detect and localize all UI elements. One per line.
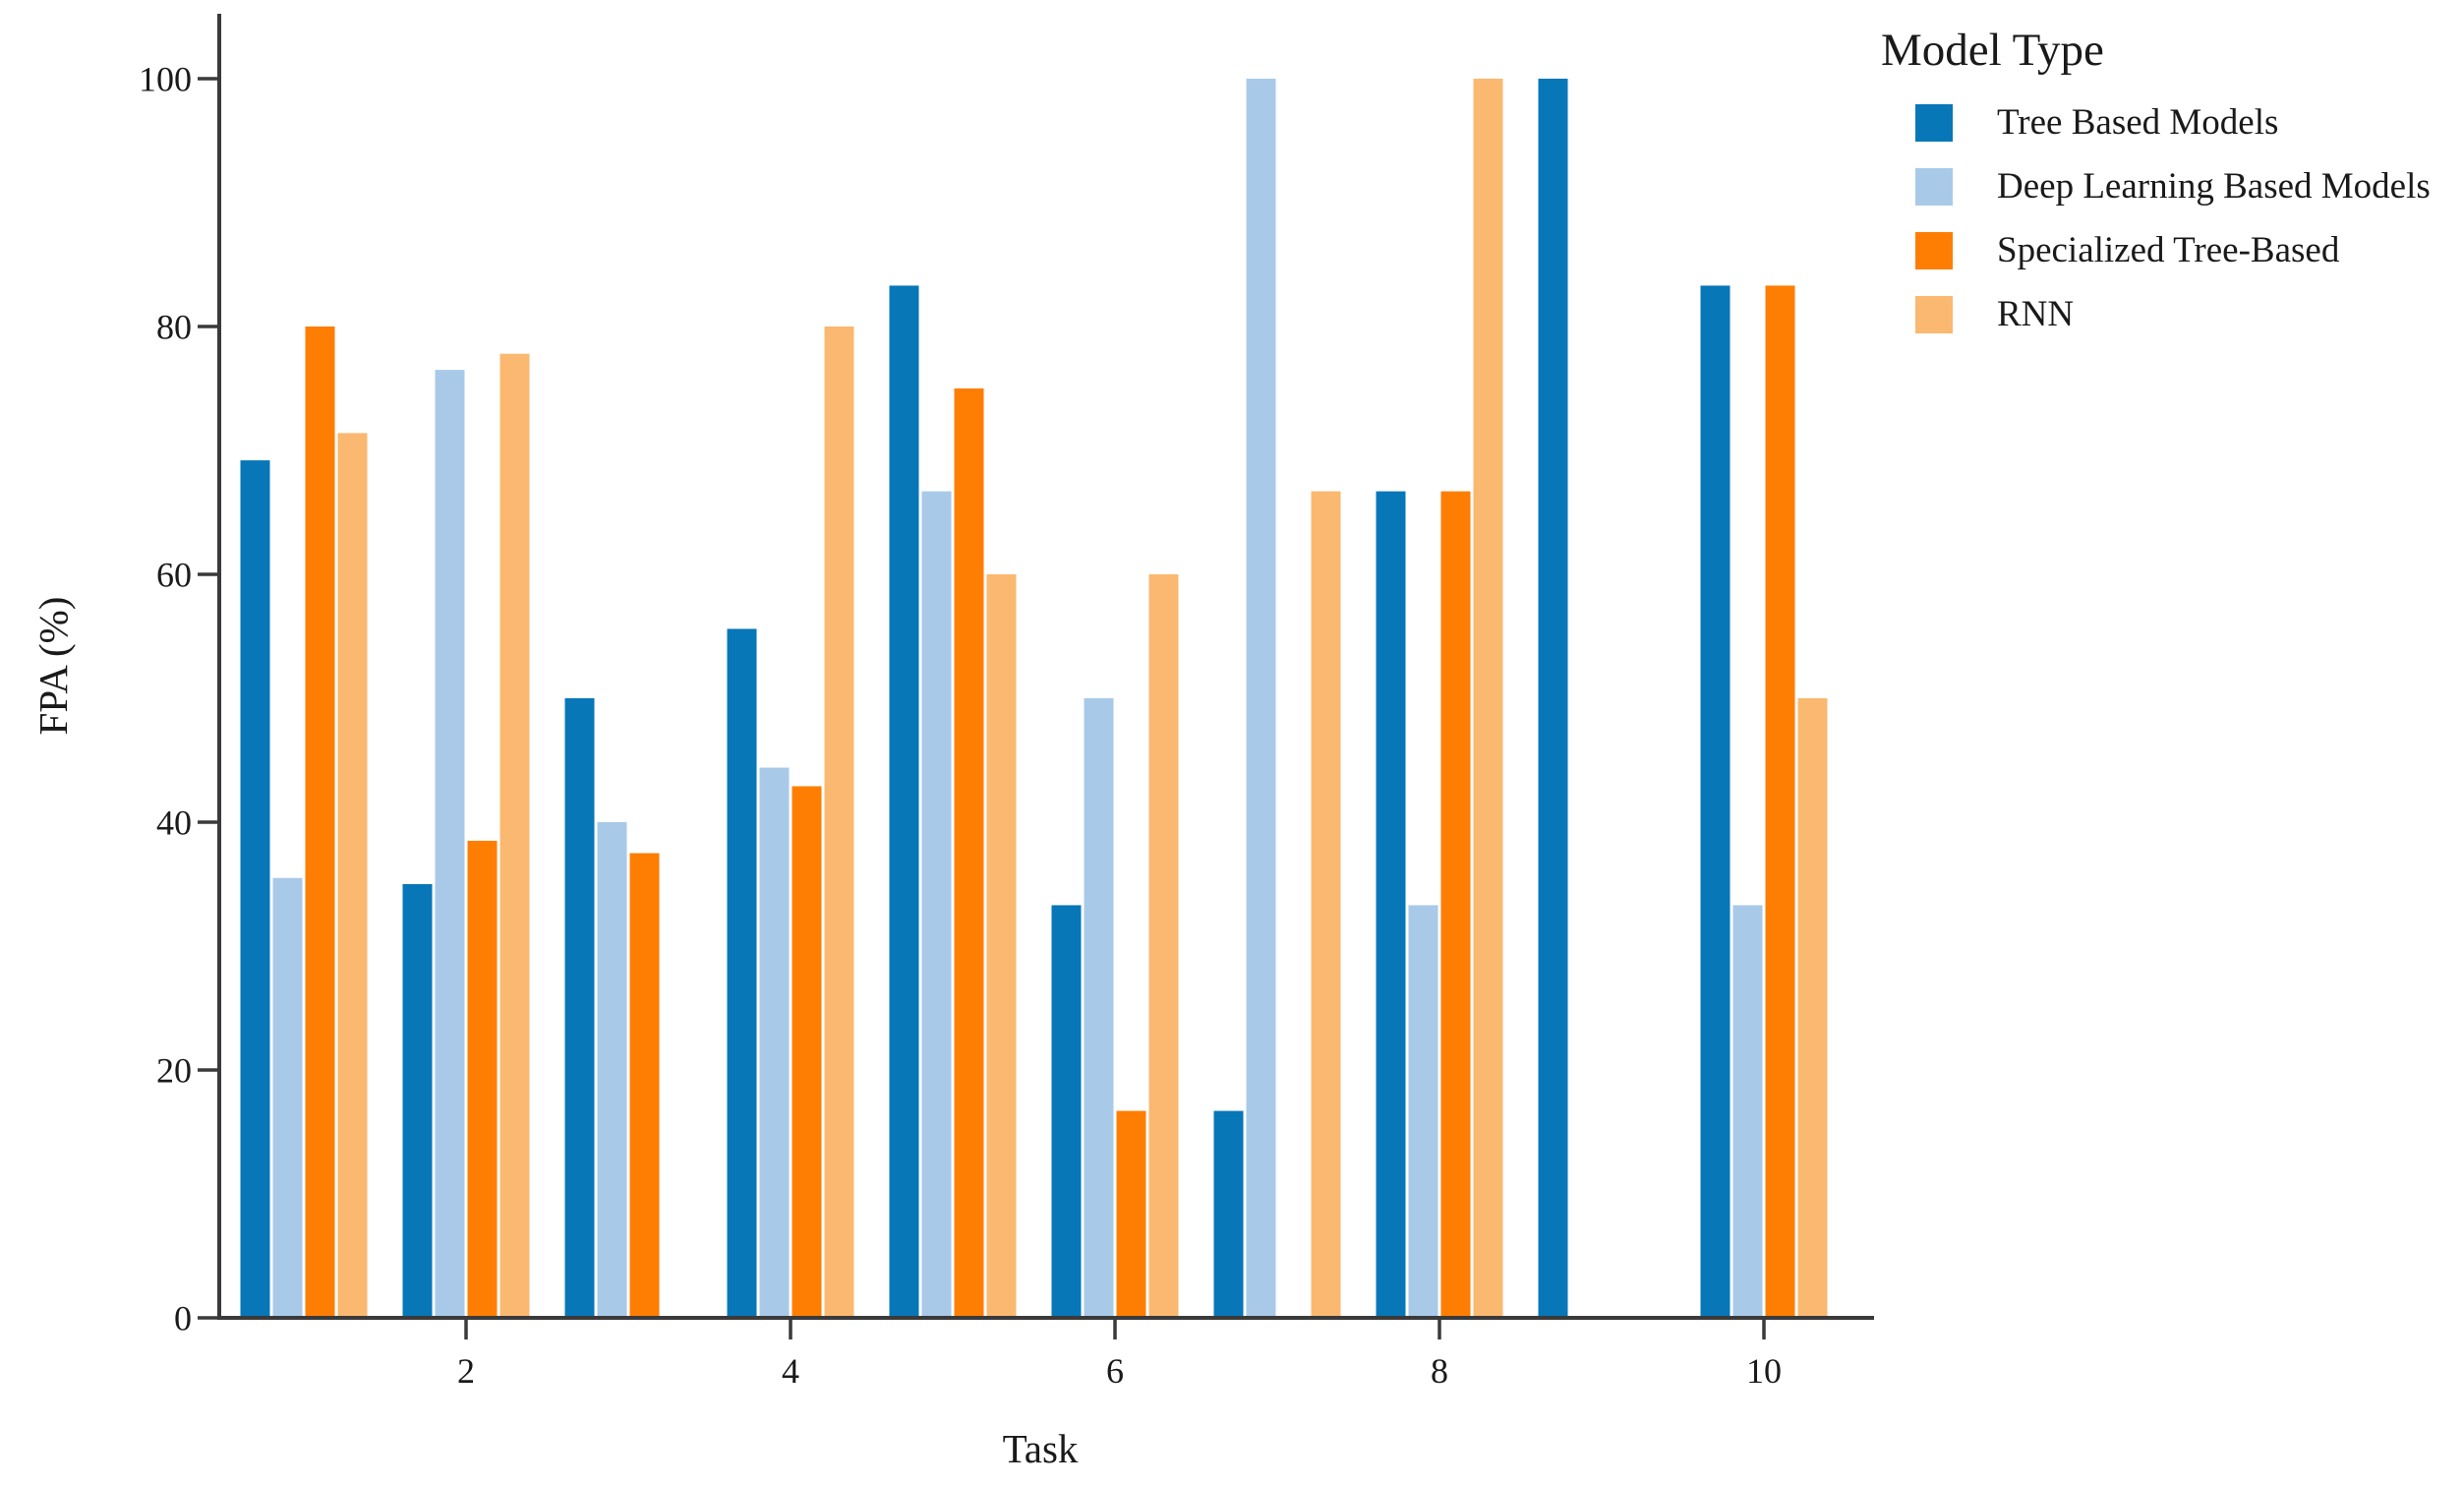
legend-row: Tree Based Models	[1915, 102, 2432, 144]
bar-task8-series1	[1376, 491, 1406, 1319]
bar-task8-series2	[1408, 905, 1438, 1318]
bar-task1-series3	[305, 327, 335, 1318]
bars-layer	[240, 79, 1828, 1319]
legend-title: Model Type	[1881, 25, 2104, 76]
bar-task7-series4	[1311, 491, 1341, 1319]
bar-task4-series3	[792, 786, 822, 1318]
bar-task3-series3	[629, 853, 660, 1318]
x-tick-label: 8	[1431, 1351, 1448, 1391]
y-tick-label: 40	[156, 803, 192, 843]
y-tick-label: 80	[156, 308, 192, 347]
bar-task2-series1	[402, 884, 433, 1318]
bar-task8-series4	[1473, 79, 1503, 1318]
bar-task1-series1	[240, 460, 270, 1319]
legend-items: Tree Based Models Deep Learning Based Mod…	[1881, 102, 2432, 335]
x-axis-ticks: 2 4 6 8 10	[457, 1318, 1782, 1391]
bar-task5-series2	[921, 491, 952, 1319]
legend-label: RNN	[1997, 294, 2075, 335]
x-tick-label: 10	[1746, 1351, 1782, 1391]
bar-task4-series1	[727, 628, 757, 1318]
x-tick-label: 2	[457, 1351, 475, 1391]
bar-task10-series1	[1700, 285, 1731, 1318]
y-tick-label: 100	[139, 60, 192, 99]
y-tick-label: 60	[156, 556, 192, 595]
bar-task8-series3	[1440, 491, 1471, 1319]
legend-row: RNN	[1915, 294, 2432, 335]
legend-label: Specialized Tree-Based	[1997, 230, 2340, 271]
bar-task10-series2	[1732, 905, 1763, 1318]
bar-task5-series4	[986, 574, 1017, 1318]
bar-task1-series2	[272, 877, 303, 1318]
bar-task6-series3	[1116, 1110, 1146, 1318]
y-axis-title: FPA (%)	[30, 597, 76, 736]
x-tick-label: 4	[782, 1351, 799, 1391]
legend-swatch	[1915, 231, 1953, 269]
legend-label: Deep Learning Based Models	[1997, 166, 2431, 208]
bar-task4-series2	[759, 767, 790, 1318]
legend-swatch	[1915, 295, 1953, 333]
legend-swatch	[1915, 103, 1953, 142]
x-tick-label: 6	[1106, 1351, 1124, 1391]
y-axis-ticks: 0 20 40 60 80 100	[139, 60, 219, 1338]
y-tick-label: 20	[156, 1051, 192, 1091]
bar-task5-series1	[889, 285, 919, 1318]
bar-task7-series1	[1213, 1110, 1244, 1318]
bar-task9-series1	[1538, 79, 1568, 1318]
legend-label: Tree Based Models	[1997, 102, 2279, 144]
bar-task6-series1	[1051, 905, 1082, 1318]
bar-task5-series3	[954, 388, 984, 1318]
legend: Model Type Tree Based Models Deep Learnin…	[1881, 25, 2432, 335]
bar-task2-series4	[499, 353, 530, 1319]
legend-row: Deep Learning Based Models	[1915, 166, 2432, 208]
bar-task7-series2	[1246, 79, 1276, 1318]
bar-task6-series2	[1084, 698, 1114, 1318]
legend-row: Specialized Tree-Based	[1915, 230, 2432, 271]
bar-task6-series4	[1148, 574, 1179, 1318]
bar-task4-series4	[824, 327, 854, 1318]
y-tick-label: 0	[174, 1299, 192, 1338]
bar-task2-series2	[435, 370, 465, 1319]
bar-task10-series4	[1797, 698, 1828, 1318]
bar-task2-series3	[467, 840, 498, 1318]
bar-task3-series2	[597, 822, 627, 1318]
bar-task3-series1	[564, 698, 595, 1318]
x-axis-title: Task	[1003, 1426, 1079, 1471]
legend-swatch	[1915, 167, 1953, 206]
bar-task10-series3	[1765, 285, 1795, 1318]
bar-task1-series4	[337, 433, 368, 1318]
